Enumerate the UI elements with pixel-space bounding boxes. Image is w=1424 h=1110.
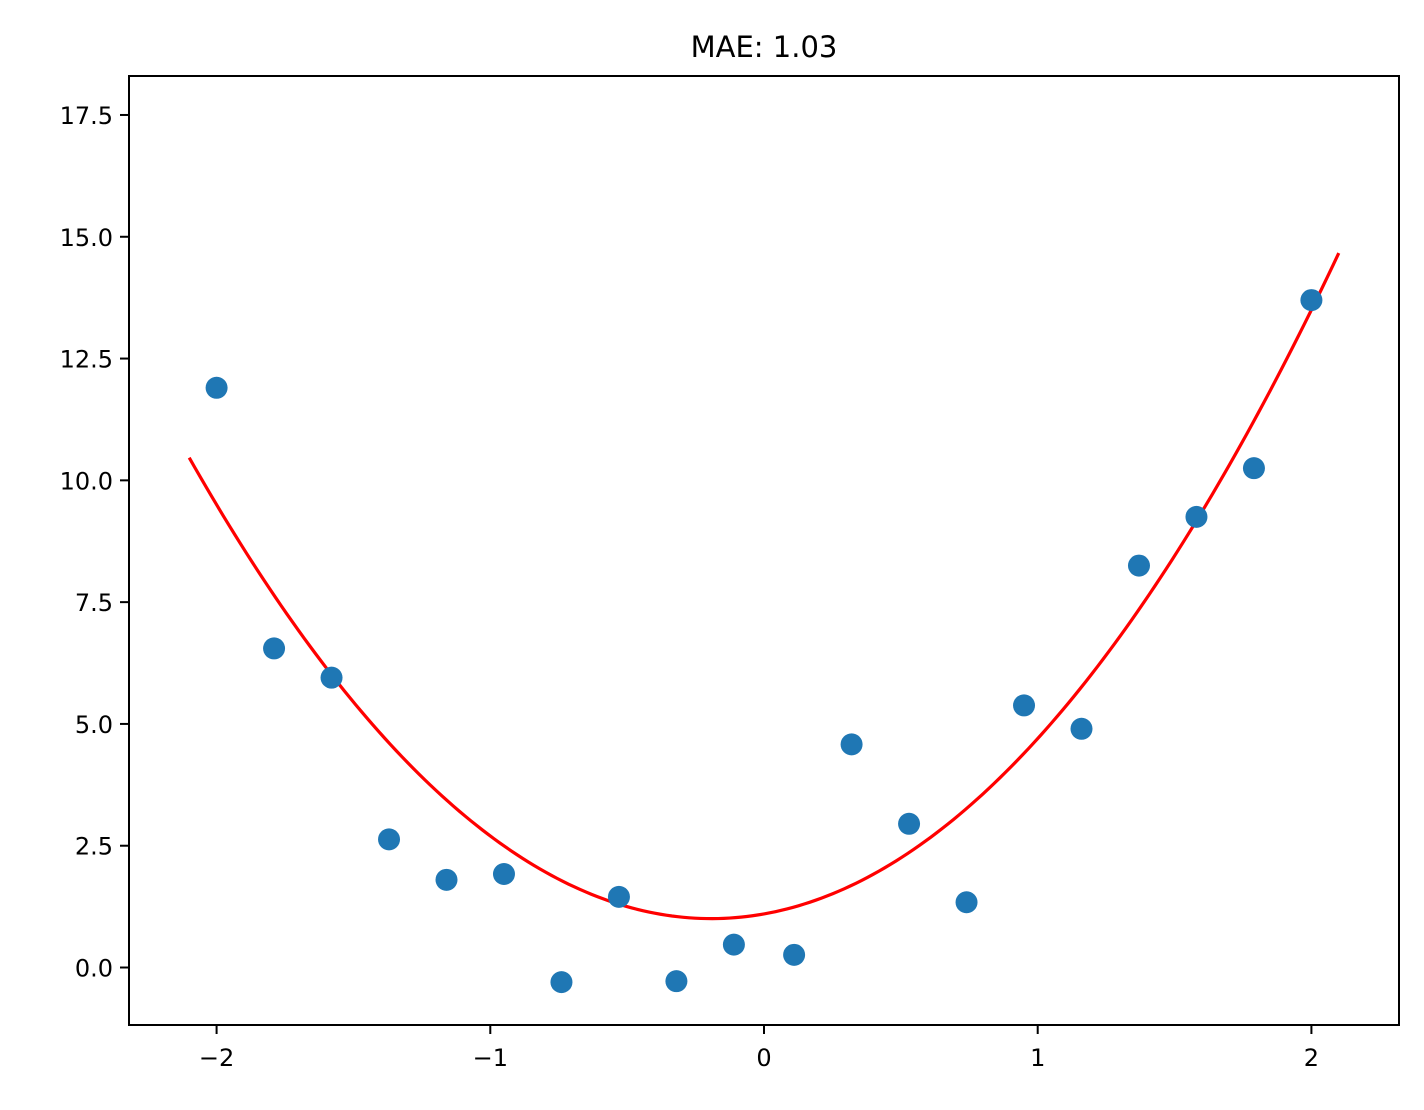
scatter-point-19 <box>1242 457 1265 480</box>
scatter-point-16 <box>1070 717 1093 740</box>
scatter-point-9 <box>665 970 688 993</box>
scatter-point-5 <box>435 868 458 891</box>
y-tick-label: 12.5 <box>60 346 113 374</box>
scatter-point-14 <box>955 891 978 914</box>
axes: −2 −1 0 1 2 0.0 2.5 5.0 7.5 10.0 12.5 15.0 17.5 <box>60 75 1400 1072</box>
y-tick-label: 0.0 <box>75 955 113 983</box>
scatter-point-12 <box>840 733 863 756</box>
scatter-point-11 <box>783 943 806 966</box>
x-tick-label: 0 <box>756 1044 771 1072</box>
axes-frame <box>128 75 1400 1026</box>
x-tick-label: 1 <box>1030 1044 1045 1072</box>
scatter-point-18 <box>1185 505 1208 528</box>
scatter-point-7 <box>550 971 573 994</box>
scatter-point-1 <box>205 376 228 399</box>
scatter-point-4 <box>378 828 401 851</box>
y-tick-label: 7.5 <box>75 589 113 617</box>
y-tick-label: 5.0 <box>75 711 113 739</box>
scatter-point-3 <box>320 666 343 689</box>
x-tick-label: 2 <box>1304 1044 1319 1072</box>
scatter-point-20 <box>1300 289 1323 312</box>
scatter-point-6 <box>492 862 515 885</box>
y-tick-label: 2.5 <box>75 833 113 861</box>
y-tick-label: 10.0 <box>60 467 113 495</box>
fit-curve-line <box>187 252 1341 921</box>
scatter-point-15 <box>1013 694 1036 717</box>
scatter-point-2 <box>263 637 286 660</box>
y-tick-label: 15.0 <box>60 224 113 252</box>
x-tick-label: −1 <box>473 1044 508 1072</box>
scatter-point-17 <box>1127 554 1150 577</box>
scatter-points-layer <box>205 289 1323 994</box>
fit-curve-layer <box>187 252 1341 921</box>
x-tick-label: −2 <box>199 1044 234 1072</box>
scatter-point-8 <box>607 885 630 908</box>
scatter-point-10 <box>722 933 745 956</box>
chart-title: MAE: 1.03 <box>691 30 838 64</box>
y-tick-label: 17.5 <box>60 102 113 130</box>
scatter-point-13 <box>898 812 921 835</box>
